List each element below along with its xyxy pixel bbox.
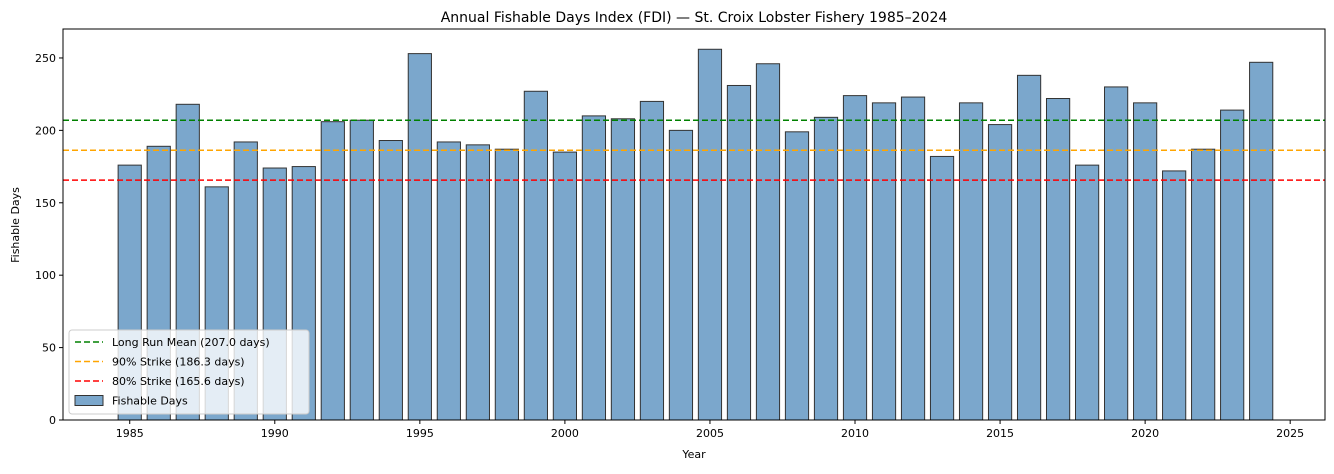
bar-2022 [1191,148,1216,421]
bar-2004 [668,129,694,421]
bar-1995 [407,53,432,421]
bar-1993 [349,119,374,421]
bar-2024 [1249,61,1274,421]
y-tick-label: 100 [35,269,56,282]
x-tick-label: 2000 [551,427,579,440]
legend-label: Long Run Mean (207.0 days) [112,336,270,349]
x-tick-label: 2020 [1131,427,1159,440]
bar-2021 [1162,170,1187,421]
x-tick-label: 1995 [406,427,434,440]
bar-2012 [900,96,926,421]
bar-2017 [1045,98,1071,421]
bar-2006 [726,84,752,421]
x-tick-label: 2010 [841,427,869,440]
x-tick-label: 2025 [1276,427,1304,440]
legend-box [68,329,310,415]
y-tick-label: 150 [35,197,56,210]
bar-2000 [552,151,578,421]
y-tick-label: 250 [35,52,56,65]
bar-2003 [639,100,665,421]
legend-swatch-bar [74,395,104,406]
legend-label: 90% Strike (186.3 days) [112,356,245,369]
bar-1996 [436,141,461,421]
x-axis-label: Year [681,448,706,461]
bar-1997 [465,144,490,421]
y-tick-label: 50 [42,342,56,355]
bar-2015 [987,124,1013,421]
legend-label: Fishable Days [112,395,188,408]
bar-2010 [842,95,868,421]
x-tick-label: 1985 [116,427,144,440]
bar-1999 [523,90,548,421]
y-tick-label: 200 [35,124,56,137]
bar-1994 [378,140,403,421]
bar-2023 [1220,109,1245,421]
x-tick-label: 2005 [696,427,724,440]
bar-1998 [494,148,519,421]
x-tick-label: 2015 [986,427,1014,440]
bar-2019 [1104,86,1129,421]
bar-1992 [320,121,345,421]
bar-2002 [610,118,636,421]
bar-2013 [929,155,955,421]
legend: Long Run Mean (207.0 days) 90% Strike (18… [68,329,310,415]
legend-label: 80% Strike (165.6 days) [112,375,245,388]
x-tick-label: 1990 [261,427,289,440]
bar-2014 [958,102,984,421]
bar-2005 [697,48,723,421]
bar-2018 [1075,164,1100,421]
bar-2009 [813,116,839,421]
y-tick-label: 0 [49,414,56,427]
chart-title: Annual Fishable Days Index (FDI) — St. C… [441,10,948,26]
bar-2016 [1016,74,1042,421]
plot-frame [62,28,1326,421]
bar-2007 [755,63,781,421]
bar-2001 [581,115,607,421]
y-axis-label: Fishable Days [9,187,22,263]
bar-2008 [784,131,810,421]
